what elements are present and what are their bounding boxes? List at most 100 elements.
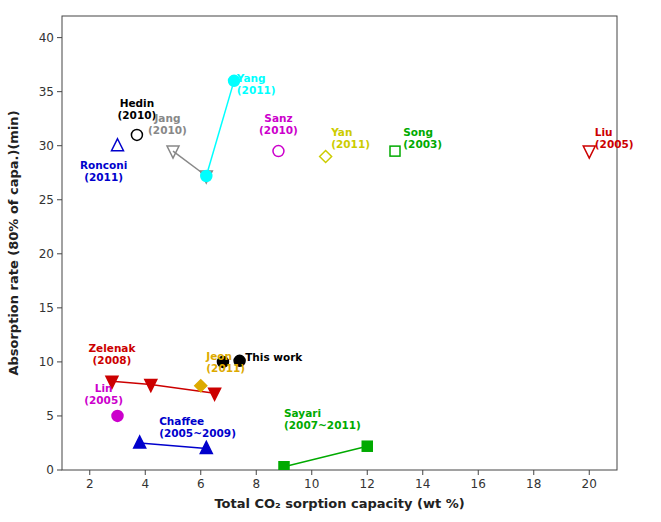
annotation: Jang(2010)	[148, 112, 187, 136]
point	[362, 441, 372, 451]
point	[112, 139, 124, 151]
y-tick-label: 30	[39, 139, 54, 153]
annotation-line: Liu	[595, 126, 613, 138]
annotation: Sayari(2007~2011)	[284, 407, 361, 431]
y-tick	[57, 37, 62, 38]
annotation: Hedin(2010)	[118, 97, 157, 121]
x-tick-label: 4	[141, 477, 149, 491]
y-tick	[57, 91, 62, 92]
x-tick-label: 16	[471, 477, 486, 491]
point	[195, 380, 207, 392]
y-axis-label: Absorption rate (80% of capa.)(min)	[6, 110, 21, 375]
annotation-line: Jang	[153, 112, 180, 124]
annotation-line: Ronconi	[80, 159, 127, 171]
y-tick-label: 15	[39, 301, 54, 315]
annotation-line: (2010)	[259, 124, 298, 136]
annotation-line: (2011)	[84, 171, 123, 183]
x-tick	[478, 470, 479, 475]
y-tick	[57, 470, 62, 471]
annotation: Sanz(2010)	[259, 112, 298, 136]
point	[145, 380, 157, 392]
x-tick	[422, 470, 423, 475]
y-tick-label: 20	[39, 247, 54, 261]
annotation: Song(2003)	[403, 126, 442, 150]
x-tick-label: 8	[252, 477, 260, 491]
y-tick-label: 5	[46, 409, 54, 423]
point	[209, 388, 221, 400]
annotation-line: Zelenak	[88, 342, 136, 354]
y-tick	[57, 415, 62, 416]
annotation-line: Sanz	[264, 112, 292, 124]
point	[583, 146, 595, 158]
y-tick-label: 35	[39, 85, 54, 99]
x-tick	[589, 470, 590, 475]
point	[112, 410, 123, 421]
annotation-line: (2010)	[148, 124, 187, 136]
connector-line	[206, 81, 234, 176]
point	[279, 462, 289, 470]
y-tick-label: 0	[46, 463, 54, 477]
x-tick	[89, 470, 90, 475]
x-tick	[311, 470, 312, 475]
y-tick-label: 40	[39, 31, 54, 45]
annotation-line: (2007~2011)	[284, 419, 361, 431]
annotation-line: (2011)	[237, 84, 276, 96]
y-tick	[57, 307, 62, 308]
annotation: Ronconi(2011)	[80, 159, 127, 183]
point	[134, 436, 146, 448]
annotation-line: (2005~2009)	[159, 427, 236, 439]
x-axis-label: Total CO₂ sorption capacity (wt %)	[214, 496, 464, 511]
annotation: Zelenak(2008)	[88, 342, 136, 366]
point	[273, 146, 284, 157]
annotation: This work	[245, 351, 303, 363]
annotation-line: Lin	[95, 382, 113, 394]
plot-area	[106, 75, 595, 470]
point	[200, 441, 212, 453]
annotation-line: This work	[245, 351, 303, 363]
x-tick-label: 2	[86, 477, 94, 491]
annotation-line: Chaffee	[159, 415, 204, 427]
x-tick-label: 10	[304, 477, 319, 491]
annotation: Liu(2005)	[595, 126, 634, 150]
point	[200, 171, 212, 183]
x-tick-label: 12	[360, 477, 375, 491]
x-tick-label: 14	[415, 477, 430, 491]
y-tick	[57, 253, 62, 254]
annotation-line: (2011)	[206, 362, 245, 374]
x-tick	[200, 470, 201, 475]
x-tick	[533, 470, 534, 475]
point	[167, 146, 179, 158]
connector-line	[284, 446, 367, 467]
annotation-line: Song	[403, 126, 433, 138]
y-tick-label: 10	[39, 355, 54, 369]
y-tick-label: 25	[39, 193, 54, 207]
y-tick	[57, 199, 62, 200]
point	[201, 170, 212, 181]
annotation-line: Jeon	[205, 350, 232, 362]
annotation: Yang(2011)	[236, 72, 276, 96]
annotation-line: (2011)	[331, 138, 370, 150]
annotation-line: (2005)	[595, 138, 634, 150]
annotation: Yan(2011)	[330, 126, 370, 150]
annotation-line: (2005)	[84, 394, 123, 406]
point	[390, 146, 400, 156]
x-tick	[256, 470, 257, 475]
x-tick	[367, 470, 368, 475]
annotation: Chaffee(2005~2009)	[159, 415, 236, 439]
annotation-line: Hedin	[120, 97, 155, 109]
point	[320, 151, 332, 163]
annotation-line: (2003)	[403, 138, 442, 150]
annotation-line: Yan	[330, 126, 352, 138]
chart: 2 4 6 8 10 12 14 16 18 20 0 5 10 15 20 25 30 35 40 Total CO…	[0, 0, 661, 522]
background	[0, 0, 661, 522]
x-tick-label: 18	[526, 477, 541, 491]
annotation: Jeon(2011)	[205, 350, 245, 374]
y-tick	[57, 145, 62, 146]
annotation-line: Yang	[236, 72, 266, 84]
plot-frame	[62, 16, 617, 470]
x-tick	[145, 470, 146, 475]
x-tick-label: 20	[582, 477, 597, 491]
connector-line	[140, 443, 207, 448]
x-tick-label: 6	[197, 477, 205, 491]
annotation-line: Sayari	[284, 407, 321, 419]
